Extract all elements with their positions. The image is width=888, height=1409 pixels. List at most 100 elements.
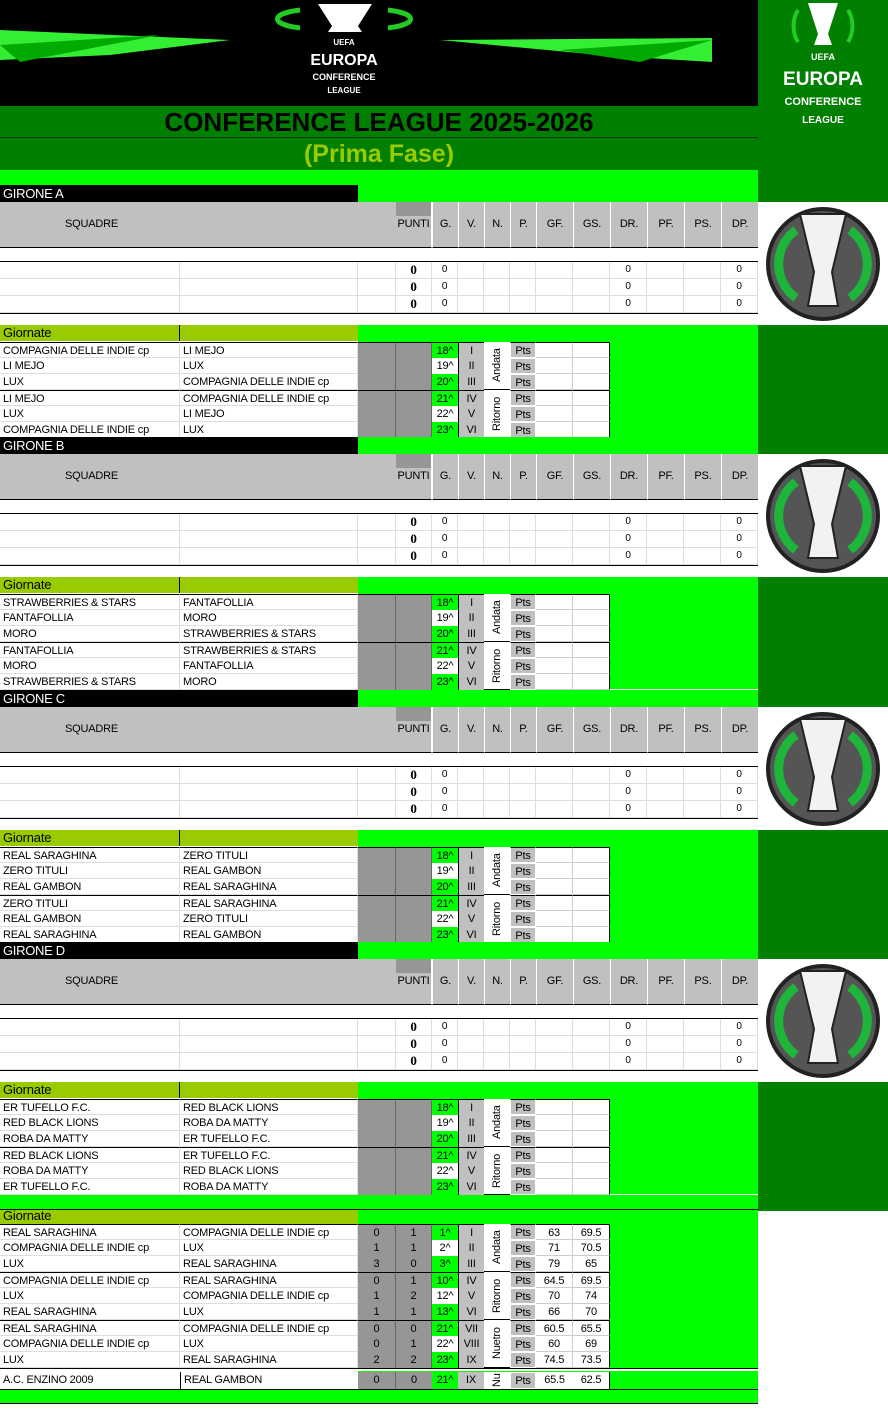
team-stat: 0: [432, 262, 458, 279]
home-points: [536, 847, 573, 863]
round: IV: [458, 390, 484, 406]
home-points: 60: [536, 1336, 573, 1352]
away-score: [396, 658, 432, 674]
home-points: [536, 1131, 573, 1147]
lime-band: [0, 1389, 758, 1404]
team-extra: [358, 784, 396, 801]
home-team: COMPAGNIA DELLE INDIE cp: [0, 1336, 180, 1352]
round: V: [458, 406, 484, 422]
team-extra: [358, 531, 396, 548]
phase-andata: Andata: [484, 342, 510, 390]
round: IV: [458, 1147, 484, 1163]
conference-league-side-logo: UEFA EUROPA CONFERENCE LEAGUE: [783, 3, 863, 126]
away-points: 65: [573, 1256, 610, 1272]
team-points: 0: [396, 767, 432, 784]
team-stat: [536, 531, 573, 548]
away-points: [573, 879, 610, 895]
header-squadre: SQUADRE: [0, 202, 396, 248]
pts-label: Pts: [510, 374, 536, 390]
team-name-2: [180, 784, 358, 801]
home-score: [358, 390, 396, 406]
pts-label: Pts: [510, 1372, 536, 1389]
matchday: 1^: [432, 1224, 458, 1240]
pts-label: Pts: [510, 1352, 536, 1368]
pts-label: Pts: [510, 1336, 536, 1352]
matchday: 18^: [432, 1099, 458, 1115]
logo-text-uefa: UEFA: [333, 38, 355, 47]
team-stat: [573, 514, 610, 531]
away-team: REAL SARAGHINA: [180, 895, 358, 911]
away-score: 2: [396, 1352, 432, 1368]
away-team: COMPAGNIA DELLE INDIE cp: [180, 374, 358, 390]
matchday: 21^: [432, 1320, 458, 1336]
home-points: [536, 642, 573, 658]
away-score: 1: [396, 1272, 432, 1288]
away-points: [573, 1163, 610, 1179]
header-col: N.: [484, 707, 510, 753]
home-team: STRAWBERRIES & STARS: [0, 594, 180, 610]
away-points: 69.5: [573, 1224, 610, 1240]
matchday: 20^: [432, 626, 458, 642]
round: VII: [458, 1320, 484, 1336]
home-score: [358, 610, 396, 626]
away-score: [396, 911, 432, 927]
header-col: PF.: [647, 454, 684, 500]
team-stat: [510, 1036, 536, 1053]
home-score: 1: [358, 1288, 396, 1304]
team-stat: [458, 531, 484, 548]
home-points: [536, 422, 573, 438]
matchday: 23^: [432, 674, 458, 690]
away-score: [396, 626, 432, 642]
team-stat: [573, 767, 610, 784]
round: I: [458, 1099, 484, 1115]
home-score: 0: [358, 1224, 396, 1240]
away-team: COMPAGNIA DELLE INDIE cp: [180, 1288, 358, 1304]
pts-label: Pts: [510, 390, 536, 406]
away-points: [573, 911, 610, 927]
spacer: [0, 170, 758, 185]
team-stat: [573, 784, 610, 801]
team-name: [0, 296, 180, 313]
header-col: GS.: [573, 454, 610, 500]
team-stat: [484, 1053, 510, 1070]
team-stat: [536, 1019, 573, 1036]
round: III: [458, 374, 484, 390]
team-points: 0: [396, 548, 432, 565]
team-stat: 0: [432, 296, 458, 313]
away-team: RED BLACK LIONS: [180, 1163, 358, 1179]
team-stat: [573, 548, 610, 565]
round: VI: [458, 422, 484, 438]
home-score: [358, 674, 396, 690]
team-stat: 0: [721, 1019, 758, 1036]
team-stat: [573, 279, 610, 296]
team-stat: [684, 784, 721, 801]
home-points: [536, 626, 573, 642]
away-score: [396, 374, 432, 390]
home-points: 63: [536, 1224, 573, 1240]
home-score: 3: [358, 1256, 396, 1272]
home-team: REAL SARAGHINA: [0, 847, 180, 863]
home-team: ZERO TITULI: [0, 863, 180, 879]
round: IX: [458, 1372, 484, 1389]
home-team: ZERO TITULI: [0, 895, 180, 911]
team-stat: [684, 296, 721, 313]
header-col: N.: [484, 202, 510, 248]
away-points: [573, 1147, 610, 1163]
team-stat: 0: [721, 767, 758, 784]
team-stat: [484, 531, 510, 548]
round: VI: [458, 1179, 484, 1195]
team-stat: [647, 548, 684, 565]
header-col: GF.: [536, 454, 573, 500]
team-points: 0: [396, 262, 432, 279]
team-points: 0: [396, 279, 432, 296]
empty-row: [0, 1070, 758, 1082]
team-name-2: [180, 1036, 358, 1053]
away-points: 62.5: [573, 1372, 610, 1389]
empty-row: [0, 248, 758, 262]
header-col: GF.: [536, 202, 573, 248]
away-team: ZERO TITULI: [180, 847, 358, 863]
away-team: REAL SARAGHINA: [180, 1352, 358, 1368]
team-name: [0, 548, 180, 565]
home-points: [536, 1163, 573, 1179]
page-title: CONFERENCE LEAGUE 2025-2026: [0, 106, 758, 138]
